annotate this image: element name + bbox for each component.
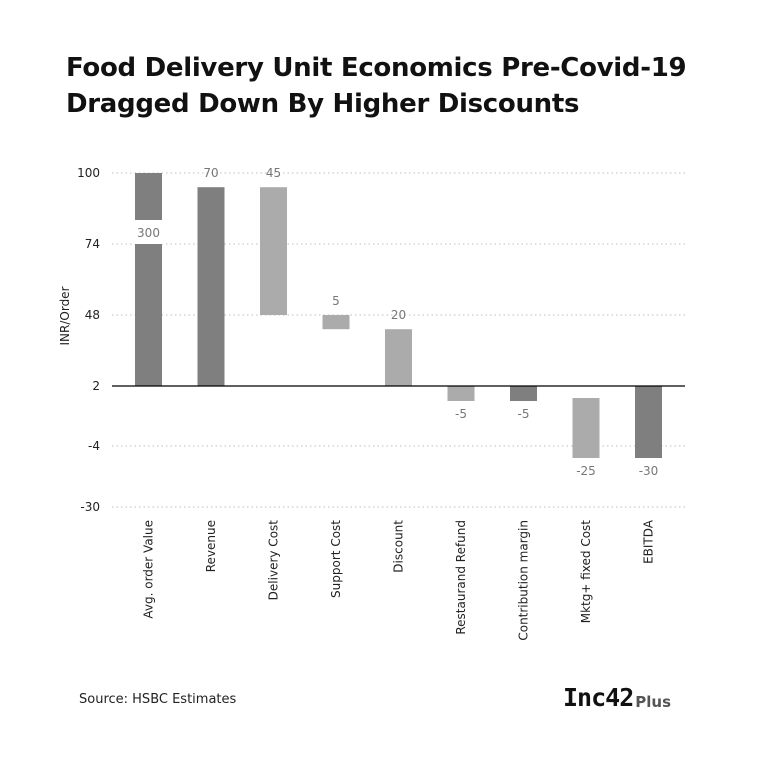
axis-break-gap (134, 220, 163, 244)
bar-8 (635, 386, 662, 458)
value-label: -25 (576, 464, 596, 478)
y-tick-label: 2 (92, 379, 100, 393)
brand-logo: Inc42 Plus (563, 684, 671, 712)
bar-2 (260, 187, 287, 315)
value-labels: 300 70 45 5 20 -5 -5 -25 -30 (137, 166, 658, 478)
value-label: -5 (455, 407, 467, 421)
y-tick-label: 100 (77, 166, 100, 180)
category-label: Contribution margin (517, 520, 531, 641)
bar-0 (135, 173, 162, 386)
logo-main-text: Inc42 (563, 683, 634, 712)
category-label: Delivery Cost (267, 520, 281, 601)
y-tick-label: 48 (85, 308, 100, 322)
bar-1 (197, 187, 225, 386)
y-tick-label: 74 (85, 237, 100, 251)
category-label: Revenue (204, 520, 218, 572)
category-label: EBITDA (642, 519, 656, 564)
logo-suffix-text: Plus (635, 693, 672, 711)
category-labels: Avg. order Value Revenue Delivery Cost Supp… (142, 519, 656, 640)
category-label: Mktg+ fixed Cost (579, 520, 593, 624)
y-axis-label: INR/Order (58, 286, 72, 345)
bar-3 (322, 315, 350, 330)
category-label: Discount (392, 520, 406, 573)
title-line-1: Food Delivery Unit Economics Pre-Covid-1… (66, 53, 687, 83)
title-line-2: Dragged Down By Higher Discounts (66, 89, 580, 119)
value-label: 20 (391, 308, 406, 322)
value-label: -30 (639, 464, 659, 478)
source-note: Source: HSBC Estimates (79, 692, 237, 707)
bar-7 (572, 398, 600, 458)
category-label: Restaurand Refund (454, 520, 468, 635)
bar-5 (447, 386, 475, 401)
bar-6 (510, 386, 537, 401)
chart-title: Food Delivery Unit Economics Pre-Covid-1… (66, 50, 687, 122)
value-label: 300 (137, 226, 160, 240)
value-label: 5 (332, 294, 340, 308)
value-label: 45 (266, 166, 281, 180)
y-tick-label: -30 (80, 500, 100, 514)
bar-4 (385, 329, 412, 386)
y-tick-label: -4 (88, 439, 100, 453)
value-label: 70 (203, 166, 218, 180)
value-label: -5 (518, 407, 530, 421)
category-label: Avg. order Value (142, 520, 156, 619)
category-label: Support Cost (329, 520, 343, 598)
bars (134, 173, 662, 458)
y-axis-ticks: 100 74 48 2 -4 -30 (77, 166, 100, 514)
